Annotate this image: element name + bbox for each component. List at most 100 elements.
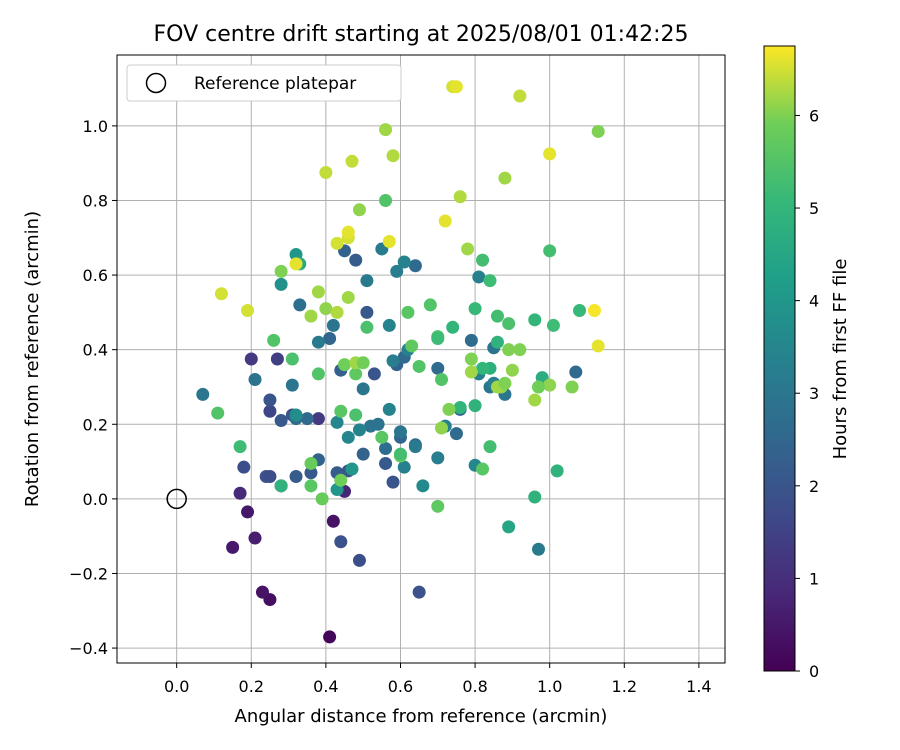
data-point xyxy=(543,147,557,161)
data-point xyxy=(382,318,396,332)
data-point xyxy=(408,440,422,454)
data-point xyxy=(304,309,318,323)
data-point xyxy=(531,380,545,394)
x-axis-label: Angular distance from reference (arcmin) xyxy=(235,706,608,727)
y-tick-label: 0.8 xyxy=(83,191,108,210)
data-point xyxy=(349,253,363,267)
data-point xyxy=(352,203,366,217)
data-point xyxy=(226,540,240,554)
y-tick-label: 0.4 xyxy=(83,341,108,360)
data-point xyxy=(498,171,512,185)
data-point xyxy=(591,339,605,353)
colorbar-tick-label: 2 xyxy=(809,477,819,496)
data-point xyxy=(513,89,527,103)
data-point xyxy=(270,352,284,366)
data-point xyxy=(345,154,359,168)
data-point xyxy=(393,447,407,461)
data-point xyxy=(267,333,281,347)
data-point xyxy=(397,255,411,269)
data-point xyxy=(546,318,560,332)
data-point xyxy=(233,440,247,454)
data-point xyxy=(379,123,393,137)
data-point xyxy=(382,402,396,416)
data-point xyxy=(431,361,445,375)
data-point xyxy=(591,124,605,138)
data-point xyxy=(543,244,557,258)
data-point xyxy=(393,425,407,439)
data-points xyxy=(196,80,605,644)
data-point xyxy=(502,520,516,534)
data-point xyxy=(211,406,225,420)
data-point xyxy=(431,499,445,513)
x-axis-ticks: 0.0 0.2 0.4 0.6 0.8 1.0 1.2 1.4 xyxy=(164,663,712,696)
data-point xyxy=(438,214,452,228)
data-point xyxy=(241,304,255,318)
data-point xyxy=(367,367,381,381)
data-point xyxy=(334,535,348,549)
data-point xyxy=(412,359,426,373)
data-point xyxy=(412,585,426,599)
data-point xyxy=(502,317,516,331)
x-tick-label: 0.4 xyxy=(313,677,338,696)
data-point xyxy=(431,331,445,345)
colorbar-tick-label: 0 xyxy=(809,662,819,681)
data-point xyxy=(550,464,564,478)
data-point xyxy=(274,479,288,493)
data-point xyxy=(300,412,314,426)
legend-marker-reference xyxy=(145,72,167,94)
data-point xyxy=(315,492,329,506)
data-point xyxy=(311,285,325,299)
data-point xyxy=(498,376,512,390)
data-point xyxy=(285,378,299,392)
reference-marker-group xyxy=(166,488,187,510)
data-point xyxy=(528,393,542,407)
data-point xyxy=(274,277,288,291)
data-point xyxy=(233,486,247,500)
data-point xyxy=(311,412,325,426)
x-tick-label: 1.0 xyxy=(537,677,562,696)
data-point xyxy=(304,456,318,470)
data-point xyxy=(345,462,359,476)
data-point xyxy=(214,287,228,301)
data-point xyxy=(237,460,251,474)
data-point xyxy=(386,149,400,163)
data-point xyxy=(360,305,374,319)
legend: Reference platepar xyxy=(126,64,402,102)
colorbar-tick-label: 4 xyxy=(809,292,819,311)
data-point xyxy=(360,274,374,288)
data-point xyxy=(386,354,400,368)
data-point xyxy=(449,80,463,94)
x-tick-label: 0.2 xyxy=(239,677,264,696)
data-point xyxy=(476,462,490,476)
data-point xyxy=(356,382,370,396)
data-point xyxy=(263,469,277,483)
data-point xyxy=(304,479,318,493)
data-point xyxy=(244,352,258,366)
data-point xyxy=(326,318,340,332)
data-point xyxy=(319,302,333,316)
data-point xyxy=(505,363,519,377)
data-point xyxy=(446,320,460,334)
data-point xyxy=(263,393,277,407)
colorbar-tick-label: 6 xyxy=(809,106,819,125)
data-point xyxy=(352,553,366,567)
data-point xyxy=(386,475,400,489)
data-point xyxy=(490,309,504,323)
data-point xyxy=(241,505,255,519)
data-point xyxy=(442,402,456,416)
data-point xyxy=(311,367,325,381)
data-point xyxy=(483,274,497,288)
data-point xyxy=(464,352,478,366)
y-tick-label: 0.6 xyxy=(83,266,108,285)
data-point xyxy=(248,531,262,545)
data-point xyxy=(483,440,497,454)
data-point xyxy=(255,585,269,599)
data-point xyxy=(334,404,348,418)
data-point xyxy=(330,236,344,250)
data-point xyxy=(356,356,370,370)
data-point xyxy=(330,305,344,319)
data-point xyxy=(401,305,415,319)
data-point xyxy=(289,408,303,422)
data-point xyxy=(326,514,340,528)
